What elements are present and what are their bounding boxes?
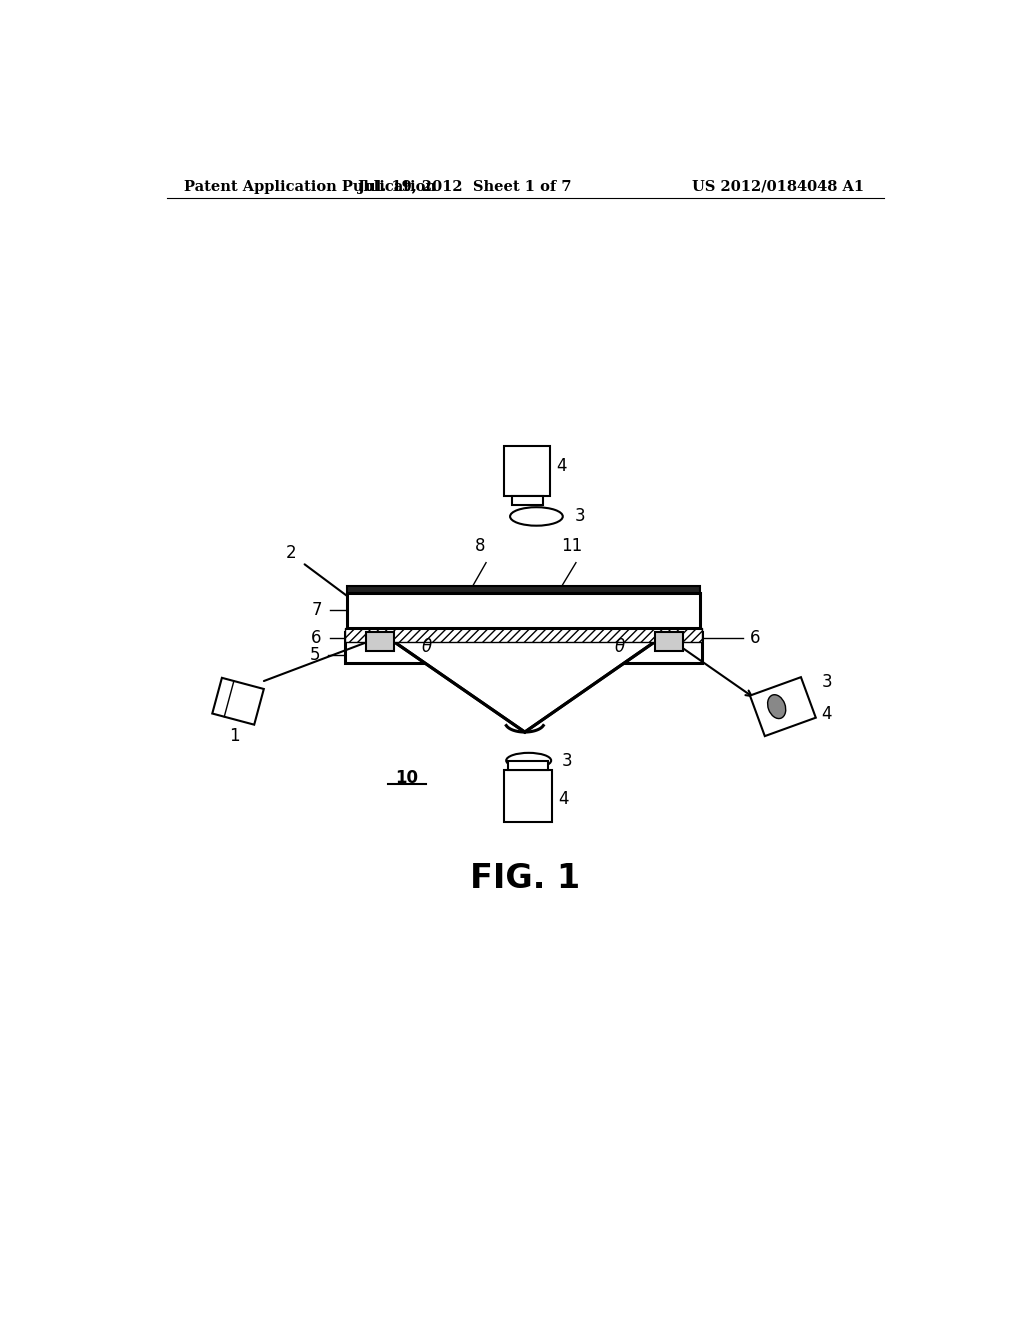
Text: 5: 5 bbox=[309, 645, 321, 664]
Text: 6: 6 bbox=[751, 630, 761, 647]
Text: 1: 1 bbox=[228, 727, 240, 744]
Text: Patent Application Publication: Patent Application Publication bbox=[183, 180, 436, 194]
Ellipse shape bbox=[506, 752, 551, 768]
FancyBboxPatch shape bbox=[512, 496, 543, 506]
Text: US 2012/0184048 A1: US 2012/0184048 A1 bbox=[692, 180, 864, 194]
FancyBboxPatch shape bbox=[345, 632, 701, 663]
Text: 4: 4 bbox=[557, 457, 567, 475]
Text: 10: 10 bbox=[395, 770, 419, 787]
Text: 3: 3 bbox=[821, 673, 833, 690]
Ellipse shape bbox=[768, 694, 785, 718]
Text: 11: 11 bbox=[561, 537, 582, 554]
FancyBboxPatch shape bbox=[345, 628, 701, 642]
Text: 8: 8 bbox=[475, 537, 485, 554]
Text: 4: 4 bbox=[558, 791, 568, 808]
Text: FIG. 1: FIG. 1 bbox=[470, 862, 580, 895]
Polygon shape bbox=[655, 632, 683, 651]
FancyBboxPatch shape bbox=[346, 586, 700, 594]
Text: 2: 2 bbox=[286, 544, 296, 561]
Text: Jul. 19, 2012  Sheet 1 of 7: Jul. 19, 2012 Sheet 1 of 7 bbox=[358, 180, 571, 194]
FancyBboxPatch shape bbox=[504, 446, 550, 496]
FancyBboxPatch shape bbox=[504, 770, 552, 822]
Polygon shape bbox=[366, 632, 394, 651]
Text: 6: 6 bbox=[311, 630, 322, 647]
Text: θ: θ bbox=[421, 639, 431, 656]
Text: 3: 3 bbox=[561, 751, 571, 770]
Ellipse shape bbox=[510, 507, 563, 525]
FancyBboxPatch shape bbox=[508, 760, 548, 770]
Text: θ: θ bbox=[615, 639, 626, 656]
Text: 4: 4 bbox=[821, 705, 833, 723]
Text: 7: 7 bbox=[311, 602, 322, 619]
FancyBboxPatch shape bbox=[346, 594, 700, 628]
Polygon shape bbox=[380, 632, 669, 733]
Polygon shape bbox=[212, 677, 264, 725]
Text: 3: 3 bbox=[575, 507, 586, 525]
Polygon shape bbox=[750, 677, 816, 737]
